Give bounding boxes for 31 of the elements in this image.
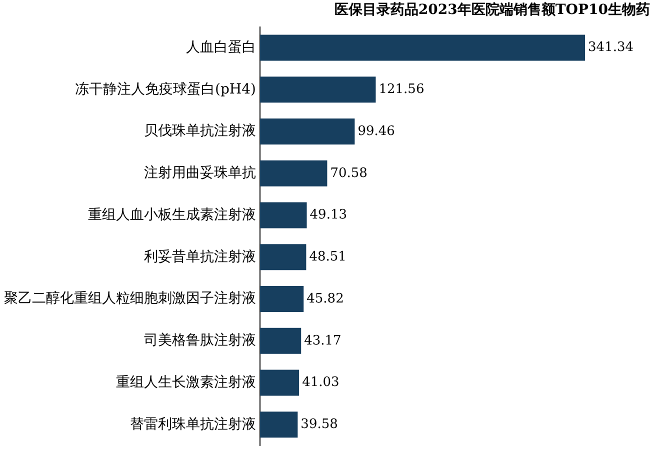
bar bbox=[260, 370, 300, 396]
data-label: 49.13 bbox=[310, 208, 347, 223]
y-tick-label: 替雷利珠单抗注射液 bbox=[130, 416, 256, 432]
y-tick-label: 人血白蛋白 bbox=[186, 39, 256, 56]
y-tick-label: 聚乙二醇化重组人粒细胞刺激因子注射液 bbox=[4, 290, 256, 307]
data-label: 341.34 bbox=[588, 40, 634, 56]
bar bbox=[260, 118, 355, 144]
bar bbox=[260, 412, 298, 438]
bar bbox=[260, 286, 304, 312]
y-tick-label: 重组人生长激素注射液 bbox=[116, 374, 256, 390]
data-label: 39.58 bbox=[300, 417, 338, 432]
y-tick-label: 冻干静注人免疫球蛋白(pH4) bbox=[74, 81, 256, 98]
bar bbox=[260, 202, 307, 228]
y-tick-label: 利妥昔单抗注射液 bbox=[144, 248, 256, 265]
bar bbox=[260, 160, 328, 186]
bar bbox=[260, 34, 585, 61]
y-tick-label: 重组人血小板生成素注射液 bbox=[88, 206, 256, 223]
bar bbox=[260, 76, 376, 103]
y-tick-label: 贝伐珠单抗注射液 bbox=[144, 123, 256, 140]
y-tick-label: 注射用曲妥珠单抗 bbox=[144, 165, 256, 182]
data-label: 121.56 bbox=[378, 82, 424, 97]
bar bbox=[260, 244, 306, 270]
data-label: 70.58 bbox=[330, 166, 368, 181]
chart-title: 医保目录药品2023年医院端销售额TOP10生物药 bbox=[334, 1, 650, 18]
data-label: 99.46 bbox=[358, 124, 395, 139]
data-label: 41.03 bbox=[302, 375, 340, 390]
data-label: 48.51 bbox=[309, 250, 346, 265]
bar bbox=[260, 328, 302, 354]
y-tick-label: 司美格鲁肽注射液 bbox=[144, 332, 256, 349]
data-label: 45.82 bbox=[306, 291, 344, 306]
data-label: 43.17 bbox=[304, 333, 342, 348]
